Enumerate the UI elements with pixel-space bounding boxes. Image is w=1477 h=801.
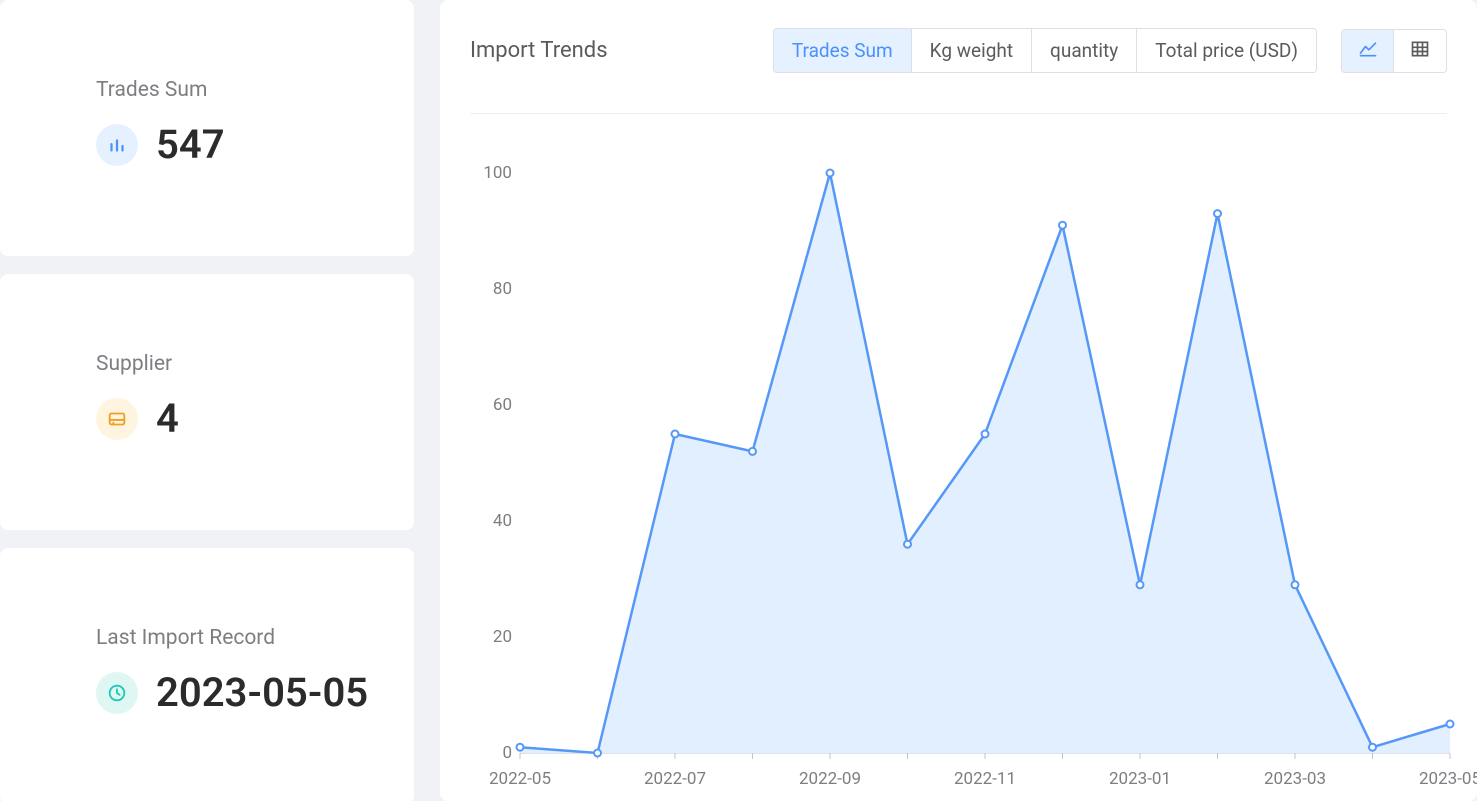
stat-card-trades-sum: Trades Sum 547 bbox=[0, 0, 414, 256]
sidebar: Trades Sum 547 Supplier bbox=[0, 0, 414, 801]
x-axis-tick-label: 2023-01 bbox=[1109, 769, 1171, 789]
x-axis-tick-label: 2022-09 bbox=[799, 769, 861, 789]
x-axis-tick-label: 2022-05 bbox=[489, 769, 551, 789]
y-axis-tick-label: 40 bbox=[493, 511, 512, 531]
chart-marker bbox=[594, 750, 601, 757]
chart-area-fill bbox=[520, 173, 1450, 753]
chart-separator bbox=[470, 113, 1447, 114]
metric-tab-group: Trades Sum Kg weight quantity Total pric… bbox=[773, 28, 1317, 73]
chart-marker bbox=[1059, 222, 1066, 229]
stat-card-supplier: Supplier 4 bbox=[0, 274, 414, 530]
line-chart-icon bbox=[1358, 39, 1378, 63]
stat-card-value-row: 2023-05-05 bbox=[96, 672, 374, 714]
stat-card-title: Supplier bbox=[96, 352, 374, 376]
table-icon bbox=[1410, 39, 1430, 63]
x-axis-tick-label: 2022-07 bbox=[644, 769, 706, 789]
chart-marker bbox=[517, 744, 524, 751]
chart-marker bbox=[982, 431, 989, 438]
chart-marker bbox=[672, 431, 679, 438]
stat-card-value-row: 547 bbox=[96, 124, 374, 166]
bar-chart-icon bbox=[96, 124, 138, 166]
chart-marker bbox=[1369, 744, 1376, 751]
y-axis-tick-label: 20 bbox=[493, 627, 512, 647]
y-axis-tick-label: 60 bbox=[493, 395, 512, 415]
stat-card-title: Last Import Record bbox=[96, 626, 374, 650]
tab-kg-weight[interactable]: Kg weight bbox=[912, 29, 1032, 72]
chart-area: 0204060801002022-052022-072022-092022-11… bbox=[470, 113, 1447, 773]
chart-header: Import Trends Trades Sum Kg weight quant… bbox=[440, 28, 1477, 73]
x-axis-tick-label: 2023-03 bbox=[1264, 769, 1326, 789]
y-axis-tick-label: 80 bbox=[493, 279, 512, 299]
x-axis-tick-label: 2023-05 bbox=[1419, 769, 1477, 789]
line-chart-svg bbox=[520, 173, 1460, 763]
main-panel: Import Trends Trades Sum Kg weight quant… bbox=[440, 0, 1477, 801]
x-axis-tick-label: 2022-11 bbox=[954, 769, 1016, 789]
stat-card-last-import: Last Import Record 2023-05-05 bbox=[0, 548, 414, 801]
stat-card-value: 2023-05-05 bbox=[156, 673, 368, 713]
view-toggle-group bbox=[1341, 29, 1447, 73]
y-axis-tick-label: 0 bbox=[502, 743, 512, 763]
chart-marker bbox=[749, 448, 756, 455]
tab-total-price[interactable]: Total price (USD) bbox=[1137, 29, 1316, 72]
chart-marker bbox=[1137, 581, 1144, 588]
tab-quantity[interactable]: quantity bbox=[1032, 29, 1137, 72]
chart-marker bbox=[1292, 581, 1299, 588]
stat-card-value-row: 4 bbox=[96, 398, 374, 440]
clock-icon bbox=[96, 672, 138, 714]
supplier-icon bbox=[96, 398, 138, 440]
chart-marker bbox=[1447, 721, 1454, 728]
chart-marker bbox=[904, 541, 911, 548]
chart-marker bbox=[827, 170, 834, 177]
table-view-button[interactable] bbox=[1394, 30, 1446, 72]
stat-card-value: 4 bbox=[156, 399, 179, 439]
chart-title: Import Trends bbox=[470, 38, 608, 63]
stat-card-title: Trades Sum bbox=[96, 78, 374, 102]
tab-trades-sum[interactable]: Trades Sum bbox=[774, 29, 912, 72]
y-axis-tick-label: 100 bbox=[483, 163, 512, 183]
chart-marker bbox=[1214, 210, 1221, 217]
stat-card-value: 547 bbox=[156, 125, 225, 165]
line-chart-view-button[interactable] bbox=[1342, 30, 1394, 72]
